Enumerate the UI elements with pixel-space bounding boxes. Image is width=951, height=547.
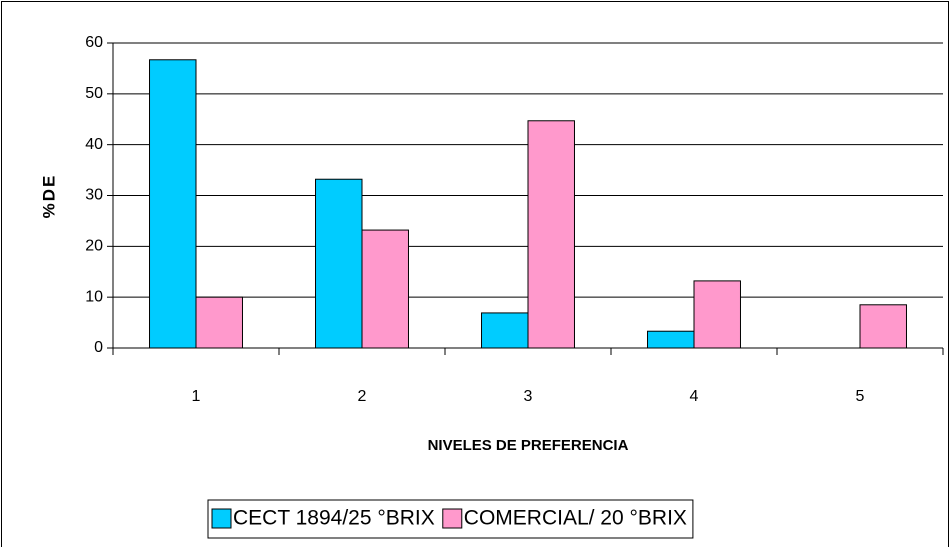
legend-label: COMERCIAL/ 20 °BRIX — [464, 507, 687, 530]
x-tick-label: 4 — [690, 388, 699, 405]
x-tick-label: 5 — [856, 388, 865, 405]
x-tick-label: 2 — [358, 388, 367, 405]
y-tick-label: 0 — [94, 339, 103, 356]
bar — [195, 296, 243, 349]
legend-label: CECT 1894/25 °BRIX — [233, 507, 435, 530]
y-tick-label: 40 — [85, 136, 103, 153]
bar — [527, 120, 575, 349]
y-tick-label: 50 — [85, 85, 103, 102]
y-tick-label: 20 — [85, 238, 103, 255]
bar — [149, 59, 197, 349]
bar — [481, 312, 529, 349]
x-tick-label: 3 — [524, 388, 533, 405]
y-tick-label: 30 — [85, 187, 103, 204]
y-tick-label: 60 — [85, 34, 103, 51]
y-axis-title: %DE — [39, 174, 58, 219]
legend-swatch — [442, 508, 463, 529]
bar — [693, 280, 741, 349]
x-axis-title: NIVELES DE PREFERENCIA — [428, 437, 629, 454]
bar — [315, 178, 363, 349]
x-tick-label: 1 — [192, 388, 201, 405]
bar — [859, 304, 907, 349]
y-tick-label: 10 — [85, 288, 103, 305]
bar — [361, 229, 409, 349]
bar — [647, 330, 695, 349]
legend-swatch — [211, 508, 232, 529]
